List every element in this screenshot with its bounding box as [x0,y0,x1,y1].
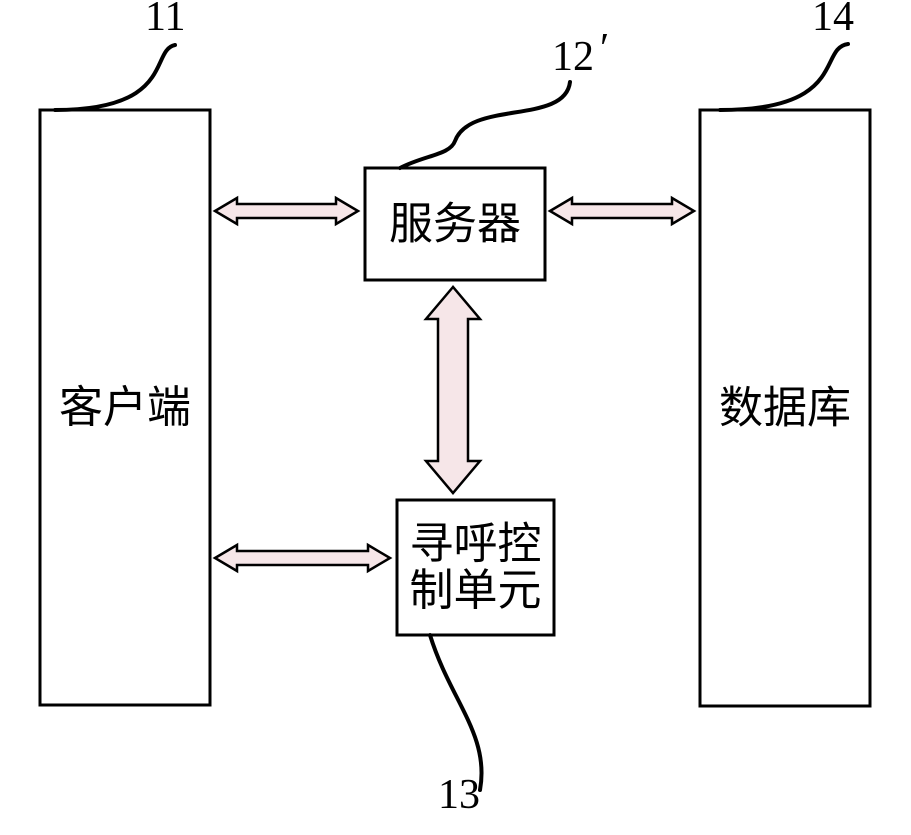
box-database-label: 数据库 [719,384,851,433]
box-paging: 寻呼控制单元 [397,500,554,635]
num-database: 14 [812,0,854,40]
box-server-label: 服务器 [389,200,521,249]
num-server: 12 [552,34,594,80]
box-database: 数据库 [700,110,870,706]
box-server: 服务器 [365,168,545,280]
box-client: 客户端 [40,110,210,705]
box-paging-label-0: 寻呼控 [410,520,542,569]
num-paging: 13 [438,772,480,818]
num-client: 11 [145,0,185,40]
box-paging-label-1: 制单元 [410,566,542,615]
box-client-label: 客户端 [59,383,191,432]
num-server-prime: ′ [600,26,609,72]
